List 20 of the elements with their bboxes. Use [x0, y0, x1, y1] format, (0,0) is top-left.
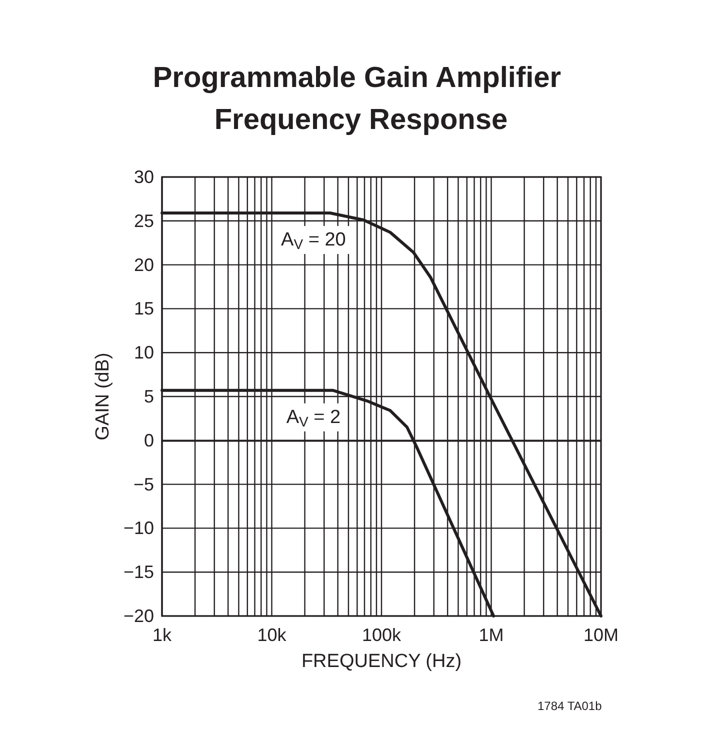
y-tick-label: 30: [134, 167, 154, 187]
x-axis-title: FREQUENCY (Hz): [301, 651, 462, 672]
x-tick-label: 10k: [257, 625, 288, 645]
y-tick-label: −10: [123, 518, 154, 538]
y-tick-label: 15: [134, 298, 154, 319]
chart-title: Programmable Gain Amplifier Frequency Response: [152, 62, 570, 136]
y-tick-label: 10: [134, 342, 154, 363]
text: 1784 TA01b: [538, 699, 602, 713]
y-tick-label: 0: [144, 430, 154, 450]
y-tick-label: 25: [134, 210, 154, 231]
y-tick-label: −20: [123, 606, 154, 626]
x-tick-label: 1k: [152, 625, 173, 645]
x-tick-label: 1M: [478, 625, 504, 645]
y-tick-label: −15: [123, 562, 154, 582]
y-axis-title: GAIN (dB): [92, 352, 114, 440]
y-tick-label: 20: [134, 254, 154, 275]
y-tick-label: −5: [133, 474, 154, 494]
x-tick-label: 10M: [583, 625, 619, 645]
y-tick-label: 5: [144, 386, 154, 406]
x-tick-label: 100k: [362, 625, 402, 645]
